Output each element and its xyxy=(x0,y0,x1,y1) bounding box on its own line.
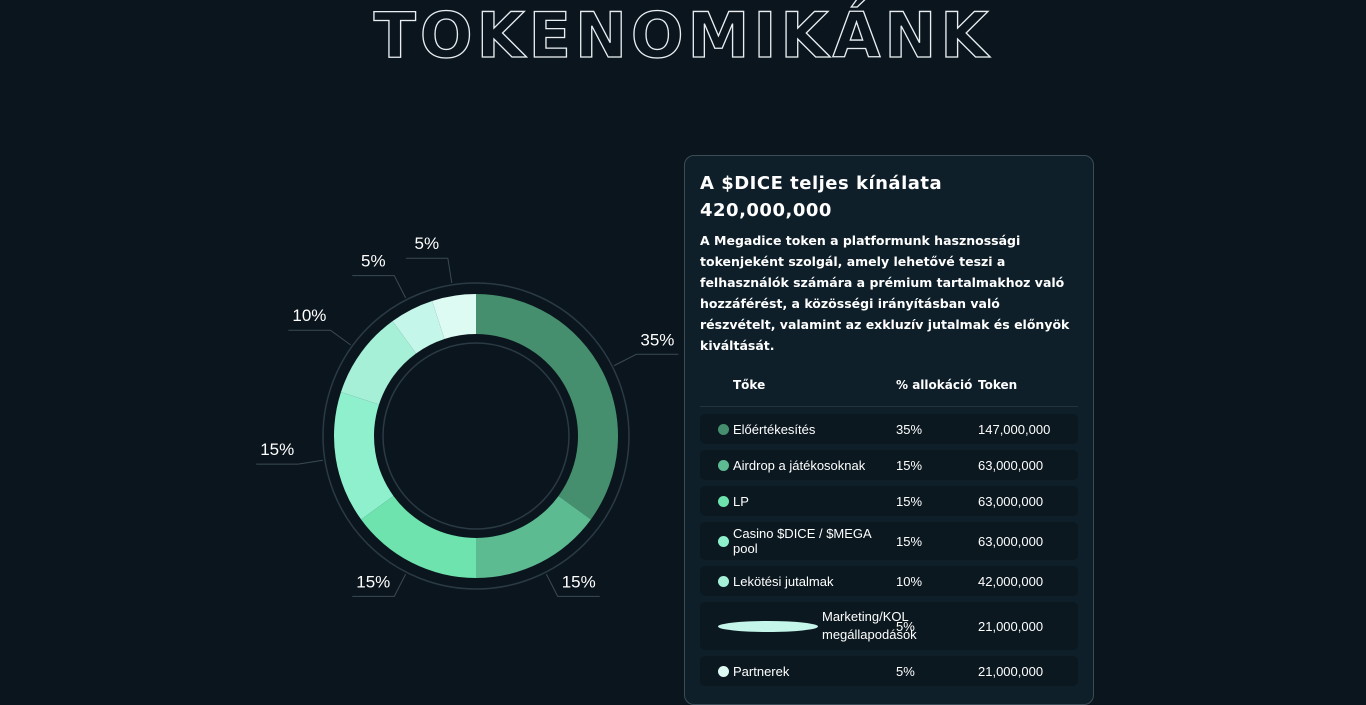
table-row: Előértékesítés 35% 147,000,000 xyxy=(700,414,1078,444)
name-cell: Lekötési jutalmak xyxy=(700,570,896,593)
token-amount: 147,000,000 xyxy=(978,421,1051,437)
token-amount: 21,000,000 xyxy=(978,618,1044,634)
legend-dot xyxy=(718,495,729,507)
allocation-percent: 15% xyxy=(896,457,923,473)
donut-slice xyxy=(432,294,476,339)
table-body: Előértékesítés 35% 147,000,000 Airdrop a já… xyxy=(700,414,1078,686)
name-cell: Airdrop a játékosoknak xyxy=(700,454,896,477)
allocation-percent: 10% xyxy=(896,573,923,589)
slice-label: 10% xyxy=(292,306,326,325)
page-title: TOKENOMIKÁNK xyxy=(374,0,993,72)
leader-line xyxy=(288,329,351,346)
inner-ring xyxy=(382,342,570,530)
leader-line xyxy=(613,353,679,367)
allocation-name: Casino $DICE / $MEGA pool xyxy=(733,526,871,556)
leader-line xyxy=(352,275,407,299)
token-amount: 21,000,000 xyxy=(978,663,1044,679)
donut-slice xyxy=(334,392,394,520)
leader-line xyxy=(545,573,600,597)
token-amount: 63,000,000 xyxy=(978,457,1044,473)
chart: TOKENOMIKÁNK 35% 15% 15% 15% 10% 5% 5% xyxy=(256,0,993,597)
slice-label: 5% xyxy=(415,234,440,253)
outer-ring xyxy=(322,282,630,590)
donut-slice xyxy=(340,321,417,405)
allocation-name: LP xyxy=(733,493,749,509)
allocation-name: Airdrop a játékosoknak xyxy=(733,457,866,473)
allocation-name: Előértékesítés xyxy=(733,421,816,437)
slice-label: 5% xyxy=(361,252,386,271)
table-row: Casino $DICE / $MEGA pool 15% 63,000,000 xyxy=(700,522,1078,560)
total-supply: 420,000,000 xyxy=(700,200,832,221)
legend-dot xyxy=(718,575,729,587)
slice-label: 15% xyxy=(562,572,596,591)
leader-line xyxy=(352,573,407,597)
allocation-name: Lekötési jutalmak xyxy=(733,573,834,589)
legend-dot xyxy=(718,423,729,435)
legend-dot xyxy=(718,459,729,471)
slice-label: 15% xyxy=(260,440,294,459)
allocation-percent: 5% xyxy=(896,663,915,679)
name-cell: Casino $DICE / $MEGA pool xyxy=(700,522,896,560)
header-cell: Tőke xyxy=(733,378,766,392)
token-amount: 63,000,000 xyxy=(978,533,1044,549)
token-amount: 42,000,000 xyxy=(978,573,1044,589)
leader-line xyxy=(405,257,453,283)
donut-slice xyxy=(361,495,476,578)
allocation-percent: 5% xyxy=(896,618,915,634)
body: TOKENOMIKÁNK 35% 15% 15% 15% 10% 5% 5% A $DICE… xyxy=(256,0,1094,705)
allocation-percent: 15% xyxy=(896,493,923,509)
name-cell: Partnerek xyxy=(700,660,896,683)
panel-title: A $DICE teljes kínálata xyxy=(700,173,943,194)
donut-slice xyxy=(392,300,445,354)
legend-dot xyxy=(718,665,729,677)
slice-label: 35% xyxy=(640,330,674,349)
table-row: Airdrop a játékosoknak 15% 63,000,000 xyxy=(700,450,1078,480)
leader-line xyxy=(256,459,323,465)
donut-slice xyxy=(476,294,619,520)
allocation-name: Marketing/KOL megállapodások xyxy=(822,609,917,642)
slice-label: 15% xyxy=(356,572,390,591)
table-row: Lekötési jutalmak 10% 42,000,000 xyxy=(700,566,1078,596)
legend-dot xyxy=(718,620,818,632)
page: Tokenomika {"header": {"title": "TOKENOM… xyxy=(256,0,1094,705)
legend-dot xyxy=(718,535,729,547)
allocation-percent: 35% xyxy=(896,421,923,437)
name-cell: Előértékesítés xyxy=(700,418,896,441)
header-cell: % allokáció xyxy=(896,378,973,392)
allocation-name: Partnerek xyxy=(733,663,790,679)
name-cell: LP xyxy=(700,490,896,513)
allocation-percent: 15% xyxy=(896,533,923,549)
name-cell: Marketing/KOL megállapodások xyxy=(700,604,917,648)
token-amount: 63,000,000 xyxy=(978,493,1044,509)
table-header: Tőke % allokáció Token xyxy=(700,356,1078,407)
table-row: Marketing/KOL megállapodások 5% 21,000,000 xyxy=(700,602,1078,650)
table-row: LP 15% 63,000,000 xyxy=(700,486,1078,516)
supply-panel: A $DICE teljes kínálata 420,000,000 A Me… xyxy=(684,155,1094,705)
description: A Megadice token a platformunk hasznossá… xyxy=(700,233,1070,353)
header-cell: Token xyxy=(978,378,1018,392)
table-row: Partnerek 5% 21,000,000 xyxy=(700,656,1078,686)
donut-slice xyxy=(476,495,591,578)
